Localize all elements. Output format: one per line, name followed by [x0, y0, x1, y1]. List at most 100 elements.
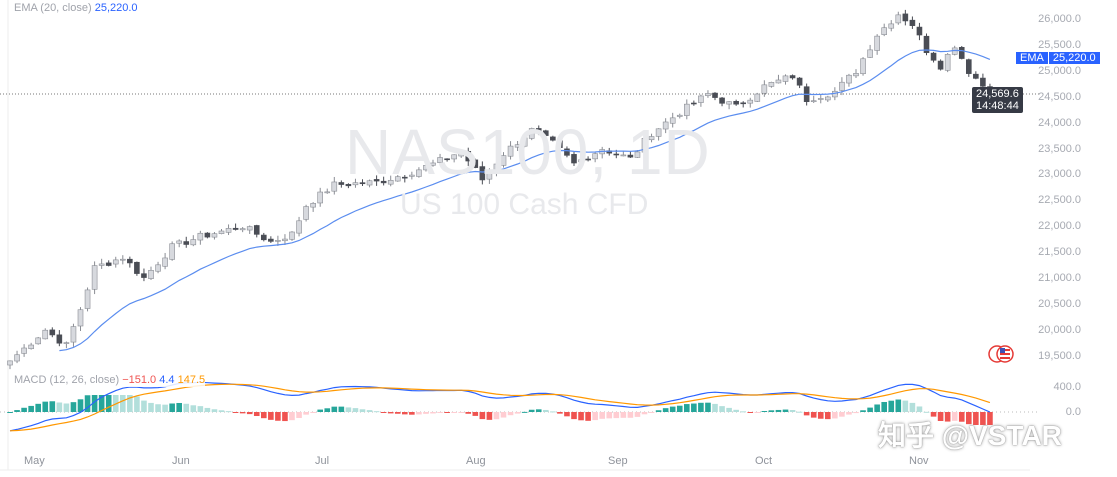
candle	[853, 73, 859, 77]
price-axis-label: 24,500.0	[1038, 90, 1081, 103]
candle	[169, 243, 175, 260]
histogram-bar	[867, 407, 873, 412]
candle	[155, 264, 161, 272]
histogram-bar	[204, 407, 211, 412]
histogram-bar	[951, 412, 958, 421]
candle	[888, 23, 895, 29]
candle	[535, 128, 542, 133]
histogram-bar	[35, 403, 41, 412]
candle	[162, 257, 168, 267]
histogram-bar	[944, 412, 951, 422]
histogram-bar	[691, 403, 697, 412]
candle	[620, 154, 627, 157]
histogram-bar	[120, 395, 126, 412]
candle	[507, 145, 514, 157]
histogram-bar	[155, 404, 161, 412]
histogram-bar	[557, 412, 563, 414]
histogram-bar	[507, 412, 514, 416]
histogram-bar	[134, 396, 140, 412]
candle	[676, 114, 683, 117]
histogram-bar	[620, 412, 627, 418]
histogram-bar	[768, 410, 775, 412]
candle	[613, 153, 620, 156]
signal-line	[9, 383, 991, 432]
candle	[824, 96, 831, 101]
histogram-bar	[599, 412, 605, 419]
ema-price-tag: EMA 25,220.0	[1016, 52, 1100, 64]
candle	[740, 102, 747, 105]
histogram-bar	[127, 395, 133, 412]
candle	[91, 265, 98, 290]
candle	[669, 117, 676, 124]
histogram-bar	[980, 412, 986, 425]
candle	[317, 191, 324, 204]
candle	[373, 179, 380, 182]
histogram-bar	[825, 412, 831, 420]
candle	[127, 258, 133, 264]
histogram-bar	[761, 410, 768, 412]
histogram-bar	[973, 412, 979, 425]
histogram-bar	[937, 412, 944, 422]
histogram-bar	[740, 411, 746, 413]
histogram-bar	[317, 409, 323, 412]
histogram-bar	[380, 412, 387, 413]
histogram-bar	[500, 412, 507, 418]
candle	[77, 309, 84, 327]
macd-hist-value: −151.0	[122, 374, 157, 386]
candle	[345, 184, 352, 187]
histogram-bar	[218, 410, 225, 412]
histogram-bar	[987, 412, 993, 425]
candle	[578, 159, 584, 163]
candle	[239, 228, 246, 231]
month-label: May	[24, 455, 45, 467]
histogram-bar	[366, 410, 373, 412]
candle	[218, 230, 225, 234]
candle	[197, 232, 204, 241]
candle	[282, 238, 288, 242]
candle	[444, 158, 450, 161]
candle	[296, 220, 302, 234]
candle	[105, 262, 112, 266]
histogram-bar	[655, 410, 662, 412]
candle	[120, 258, 126, 261]
candle	[726, 101, 732, 105]
histogram-bar	[860, 410, 866, 412]
histogram-bar	[162, 404, 168, 412]
candle	[84, 289, 91, 309]
histogram-bar	[479, 412, 486, 420]
candle	[923, 35, 930, 54]
month-label: Aug	[466, 455, 486, 467]
candle	[35, 337, 42, 345]
candle	[423, 165, 429, 171]
histogram-bar	[832, 412, 838, 419]
price-axis-label: 24,000.0	[1038, 116, 1081, 129]
histogram-bar	[648, 412, 655, 413]
candle	[225, 228, 232, 233]
month-label: Nov	[909, 455, 929, 467]
histogram-bar	[197, 406, 204, 412]
histogram-bar	[148, 402, 154, 412]
histogram-bar	[21, 407, 27, 412]
candle	[705, 93, 711, 97]
histogram-bar	[662, 408, 669, 412]
histogram-bar	[853, 412, 859, 414]
candle	[352, 182, 359, 186]
candle	[409, 174, 415, 177]
histogram-bar	[84, 395, 91, 412]
histogram-bar	[613, 412, 620, 419]
histogram-bar	[916, 406, 923, 412]
histogram-bar	[782, 409, 789, 412]
candle	[211, 233, 218, 238]
macd-legend: MACD (12, 26, close) −151.0 4.4 147.5	[14, 374, 206, 387]
histogram-bar	[98, 395, 105, 412]
us-flag-icon[interactable]	[988, 345, 1014, 363]
histogram-bar	[451, 412, 457, 413]
histogram-bar	[338, 406, 345, 412]
candle	[698, 95, 704, 103]
candle	[930, 52, 937, 61]
price-axis-label: 23,000.0	[1038, 168, 1081, 181]
histogram-bar	[606, 412, 613, 419]
candle	[437, 157, 443, 164]
candle	[839, 81, 845, 91]
